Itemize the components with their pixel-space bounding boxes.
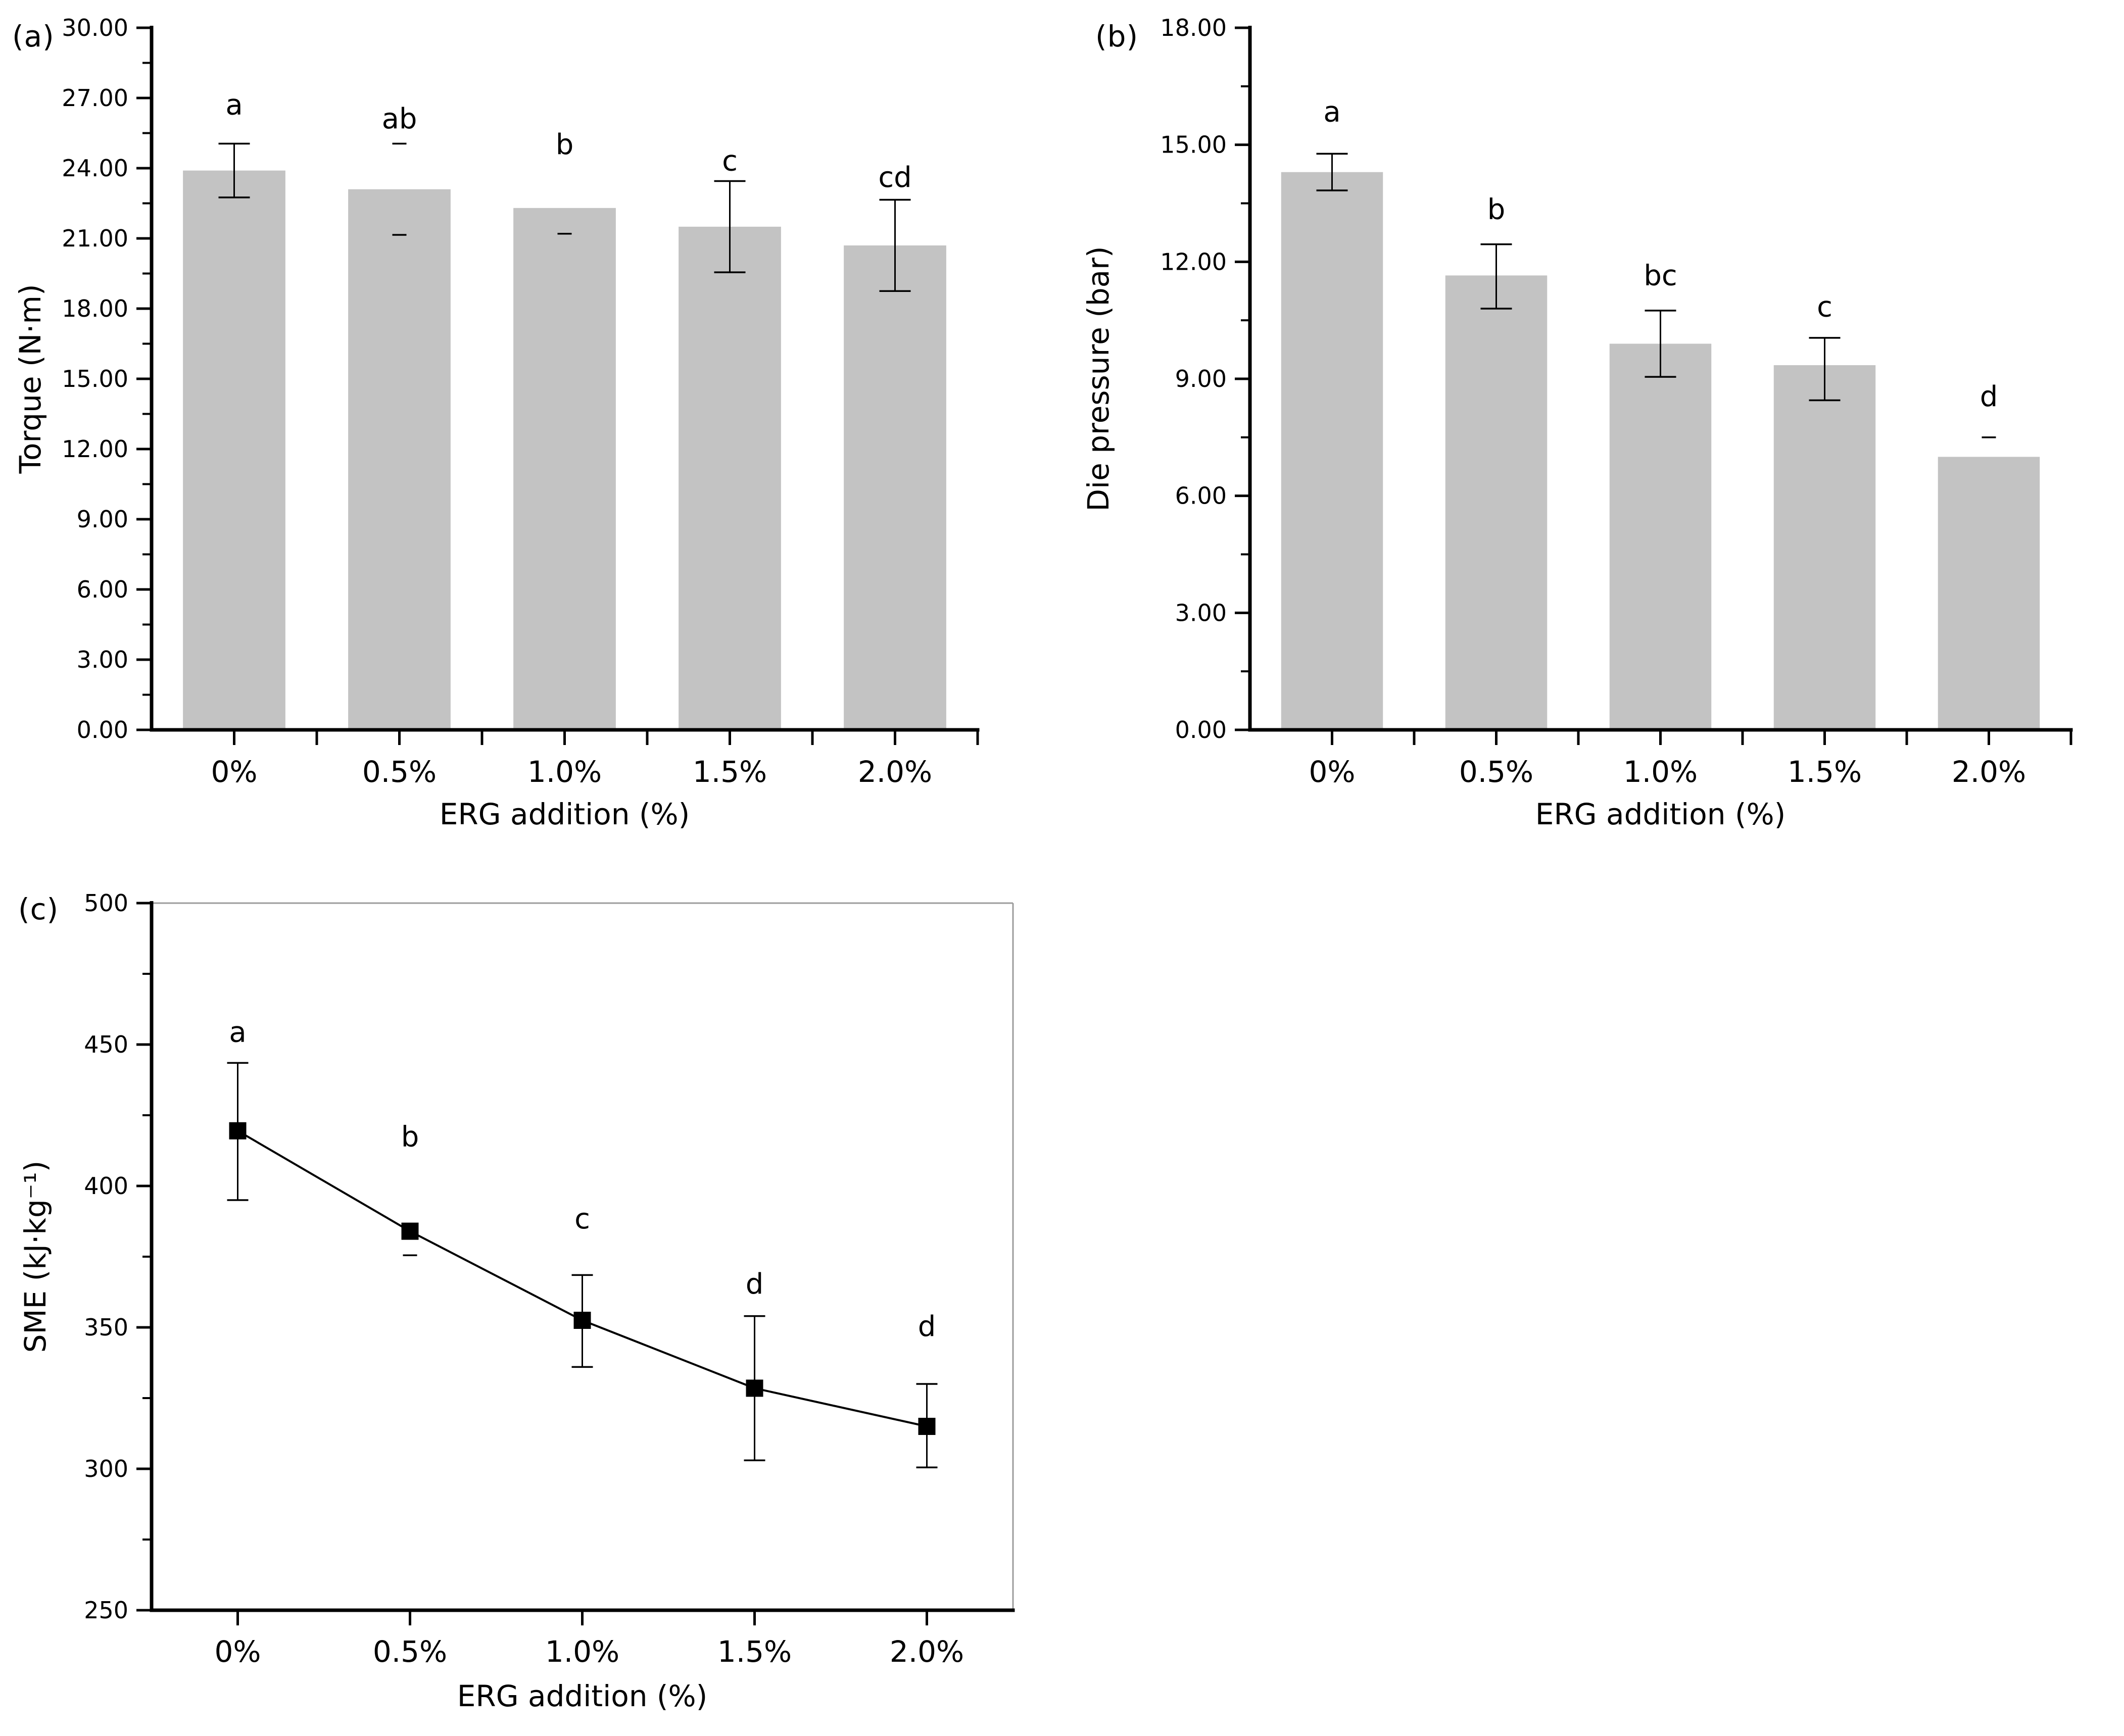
bar-1.0% <box>1609 343 1712 730</box>
y-tick-label: 27.00 <box>62 84 128 112</box>
chart-die-pressure-bar: 0.00 3.00 6.00 9.00 12.00 15.00 18.00 0% 0.5% 1.0… <box>1063 0 2124 833</box>
x-axis-title: ERG addition (%) <box>457 1679 708 1713</box>
y-tick-label: 6.00 <box>77 576 128 603</box>
y-tick-label: 0.00 <box>1175 716 1227 743</box>
y-tick-label: 500 <box>84 889 128 917</box>
y-tick-label: 18.00 <box>1160 14 1227 41</box>
y-tick-label: 18.00 <box>62 295 128 322</box>
sig-label-1.0%: bc <box>1644 260 1677 292</box>
x-tick-label: 0.5% <box>373 1634 447 1669</box>
x-tick-label: 2.0% <box>1952 755 2026 789</box>
y-axis-title: Torque (N·m) <box>13 284 47 474</box>
y-tick-label: 12.00 <box>62 435 128 463</box>
sig-label-0%: a <box>229 1016 246 1049</box>
y-tick-label: 3.00 <box>77 646 128 673</box>
marker-0.5% <box>401 1222 419 1240</box>
sig-label-0.5%: ab <box>382 103 417 135</box>
x-tick-label: 0.5% <box>1459 755 1533 789</box>
panel-label-b: (b) <box>1095 19 1139 54</box>
x-tick-label: 0.5% <box>362 755 437 789</box>
sig-label-1.5%: c <box>1817 290 1832 323</box>
chart-sme-canvas: 250 300 350 400 450 500 0% 0.5% 1.0% 1.5% 2.0% a b c d… <box>18 889 1015 1713</box>
sig-label-2.0%: cd <box>878 161 911 194</box>
chart-die-pressure-canvas: 0.00 3.00 6.00 9.00 12.00 15.00 18.00 0% 0.5% 1.0… <box>1081 14 2073 831</box>
y-tick-label: 300 <box>84 1455 128 1482</box>
y-tick-label: 24.00 <box>62 155 128 182</box>
x-tick-label: 2.0% <box>890 1634 964 1669</box>
x-tick-label: 1.5% <box>1788 755 1862 789</box>
sig-label-2.0%: d <box>918 1310 936 1343</box>
x-tick-label: 0% <box>214 1634 261 1669</box>
marker-1.0% <box>573 1312 591 1329</box>
chart-sme-line: 250 300 350 400 450 500 0% 0.5% 1.0% 1.5% 2.0% a b c d… <box>0 864 1061 1736</box>
y-tick-label: 0.00 <box>77 716 128 743</box>
y-axis-title: SME (kJ·kg⁻¹) <box>18 1161 53 1353</box>
x-tick-label: 1.5% <box>717 1634 792 1669</box>
chart-torque-bar: 0.00 3.00 6.00 9.00 12.00 15.00 18.00 21.00 24.0… <box>0 0 1061 833</box>
bar-0.5% <box>1445 275 1548 730</box>
x-tick-label: 1.0% <box>545 1634 619 1669</box>
sig-label-1.0%: c <box>574 1203 590 1235</box>
sig-label-0%: a <box>1323 95 1340 128</box>
sig-label-0.5%: b <box>1487 193 1506 226</box>
bar-0% <box>1281 172 1383 730</box>
sig-label-0.5%: b <box>401 1121 419 1154</box>
panel-label-c: (c) <box>18 892 59 926</box>
y-tick-label: 15.00 <box>1160 131 1227 159</box>
x-tick-label: 1.0% <box>1623 755 1698 789</box>
x-tick-label: 1.5% <box>693 755 767 789</box>
y-tick-label: 3.00 <box>1175 599 1227 626</box>
y-tick-label: 6.00 <box>1175 482 1227 510</box>
bar-0% <box>183 170 285 730</box>
bar-0.5% <box>348 189 451 730</box>
sig-label-1.5%: d <box>746 1268 764 1301</box>
bar-1.5% <box>679 226 781 730</box>
y-tick-label: 9.00 <box>77 506 128 533</box>
y-tick-label: 30.00 <box>62 14 128 41</box>
sig-label-1.5%: c <box>722 145 738 178</box>
panel-label-a: (a) <box>12 19 55 54</box>
x-axis-title: ERG addition (%) <box>440 797 690 831</box>
bar-1.0% <box>513 208 616 730</box>
marker-1.5% <box>746 1379 763 1397</box>
y-tick-label: 250 <box>84 1597 128 1624</box>
y-axis-title: Die pressure (bar) <box>1081 246 1116 511</box>
x-axis-title: ERG addition (%) <box>1535 797 1786 831</box>
marker-2.0% <box>918 1418 936 1435</box>
marker-0% <box>229 1122 247 1139</box>
x-tick-label: 1.0% <box>527 755 602 789</box>
x-tick-label: 0% <box>211 755 257 789</box>
y-tick-label: 12.00 <box>1160 248 1227 275</box>
sig-label-0%: a <box>225 88 243 121</box>
bar-2.0% <box>1938 457 2040 730</box>
y-tick-label: 15.00 <box>62 365 128 392</box>
x-tick-label: 2.0% <box>858 755 932 789</box>
y-tick-label: 350 <box>84 1314 128 1341</box>
x-tick-label: 0% <box>1309 755 1355 789</box>
bar-1.5% <box>1773 365 1876 730</box>
y-tick-label: 9.00 <box>1175 365 1227 392</box>
chart-torque-canvas: 0.00 3.00 6.00 9.00 12.00 15.00 18.00 21.00 24.0… <box>13 14 980 831</box>
bar-2.0% <box>844 245 946 730</box>
y-tick-label: 400 <box>84 1172 128 1200</box>
y-tick-label: 21.00 <box>62 225 128 252</box>
y-tick-label: 450 <box>84 1031 128 1058</box>
sig-label-1.0%: b <box>556 128 574 161</box>
sig-label-2.0%: d <box>1980 380 1998 413</box>
